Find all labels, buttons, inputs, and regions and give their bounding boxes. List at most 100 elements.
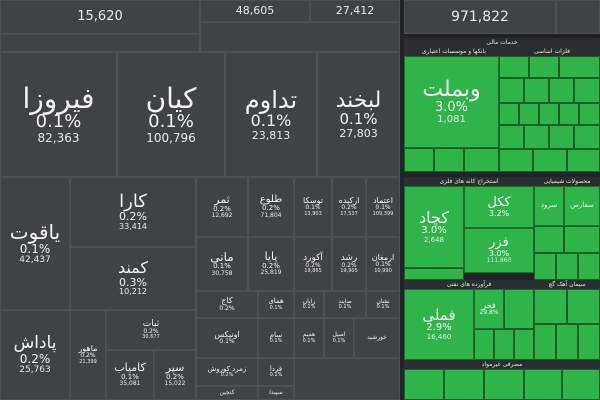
tile-name: تداوم (244, 85, 298, 114)
tile-tadavom[interactable]: تداوم 0.1% 23,813 (225, 52, 317, 177)
tile-kamand[interactable]: کمند 0.3% 10,212 (70, 247, 196, 310)
tile-percent: 0.1% (338, 304, 352, 311)
tile-percent: 0.1% (269, 304, 283, 311)
tile-percent: 0.2% (19, 351, 51, 366)
tile-asil[interactable]: اصیل 0.1% (324, 318, 354, 358)
tile-percent: 0.1% (376, 304, 390, 311)
tile-percent: 0.1% (250, 110, 292, 130)
tile-fakhar[interactable]: فخر 29.8% (474, 289, 504, 329)
tile-kara[interactable]: کارا 0.2% 33,414 (70, 177, 196, 247)
tile-vabemellat[interactable]: وبملت 3.0% 1,081 (404, 56, 499, 148)
tile-hamay[interactable]: همای 0.1% (258, 291, 294, 318)
green-cell (504, 289, 534, 329)
tile-firouza[interactable]: فیروزا 0.1% 82,363 (0, 52, 117, 177)
green-cell (574, 78, 600, 103)
green-cell (464, 148, 499, 172)
tile-volume: 10,212 (119, 287, 147, 297)
tile-arman[interactable]: ارمغان 0.1% 10,990 (366, 237, 400, 291)
tile-khorshid[interactable]: خورشید (354, 318, 400, 358)
tile-farda[interactable]: فردا 0.1% (258, 358, 294, 386)
tile-name: وبملت (422, 77, 481, 103)
tile-volume: 33,414 (119, 222, 147, 232)
tile-kegad[interactable]: کچاد 3.0% 2,648 (404, 186, 464, 268)
tile-volume: 27,803 (339, 127, 378, 141)
tile-fazar[interactable]: فزر 3.0% 111,860 (464, 228, 534, 273)
tile-kaj[interactable]: کاج 0.2% (196, 291, 258, 318)
tile-tolou[interactable]: طلوع 0.2% 71,804 (248, 177, 294, 237)
tile-sam[interactable]: سام 0.1% (258, 318, 294, 358)
tile-arkide[interactable]: ارکیده 0.2% 17,537 (332, 177, 366, 237)
tile-percent: 3.2% (488, 208, 510, 218)
tile-sorood[interactable]: سرود (534, 186, 564, 226)
tile-green-top-right[interactable] (556, 0, 600, 34)
tile-kian[interactable]: کیان 0.1% 100,796 (117, 52, 225, 177)
tile-name: فردا (269, 364, 283, 373)
green-cell (534, 289, 567, 324)
tile-akord[interactable]: آکورد 0.2% 19,865 (294, 237, 332, 291)
tile-volume: 19,905 (340, 268, 358, 275)
green-cell (533, 149, 567, 172)
tile-paya[interactable]: پایا 0.2% 25,819 (248, 237, 294, 291)
tile-name: اونیکس (214, 329, 240, 339)
tile-onix[interactable]: اونیکس 0.1% (196, 318, 258, 358)
tile-sepidam[interactable]: سپیدا (258, 386, 294, 400)
tile-padash[interactable]: پاداش 0.2% 25,763 (0, 310, 70, 400)
tile-volume: 111,860 (486, 257, 512, 265)
green-cell (539, 103, 559, 125)
green-cell (556, 324, 578, 360)
green-cell (559, 56, 600, 78)
tile-top-c[interactable]: 27,412 (310, 0, 400, 22)
tile-percent: 3.0% (421, 225, 447, 237)
tile-percent: 0.2% (143, 327, 159, 335)
tile-sabat[interactable]: ثبات 0.2% 30,677 (106, 310, 196, 350)
tile-kamyab[interactable]: کامیاب 0.1% 35,081 (106, 350, 154, 400)
tile-volume: 971,822 (451, 8, 509, 25)
green-cell (534, 253, 556, 280)
tile-name: سپیدا (269, 388, 283, 396)
tile-volume: 48,605 (235, 4, 275, 18)
tile-sepehr[interactable]: سپر 0.2% 15,022 (154, 350, 196, 400)
tile-percent: 0.1% (19, 241, 51, 256)
tile-roshd[interactable]: رشد 0.2% 19,905 (332, 237, 366, 291)
green-cell (578, 324, 600, 360)
tile-top-a[interactable]: 15,620 (0, 0, 200, 34)
tile-hamim[interactable]: همیم 0.1% (294, 318, 324, 358)
tile-top-b[interactable]: 48,605 (200, 0, 310, 22)
tile-sefars[interactable]: سفارس (564, 186, 600, 226)
section-divider (400, 0, 404, 400)
tile-labkhand[interactable]: لبخند 0.1% 27,803 (317, 52, 400, 177)
tile-volume: 25,763 (19, 364, 51, 375)
tile-yaghoot[interactable]: یاقوت 0.1% 42,437 (0, 177, 70, 310)
tile-sedaf[interactable]: صایند 0.1% (324, 291, 366, 318)
tile-volume: 27,412 (335, 4, 375, 18)
tile-name: همای (268, 297, 284, 306)
tile-volume: 30,677 (142, 334, 160, 341)
green-cell (404, 369, 444, 400)
tile-kenz[interactable]: کنجین (196, 386, 258, 400)
sector-header-chem: محصولات شیمیایی (534, 177, 600, 186)
tile-zomorod[interactable]: زمرد کوروش 0.2% (196, 358, 258, 386)
tile-name: نشان (376, 297, 390, 305)
green-cell (562, 369, 600, 400)
green-cell (404, 268, 464, 280)
green-cell (484, 369, 524, 400)
tile-maahoor[interactable]: ماهور 0.2% 21,399 (70, 310, 106, 400)
tile-touska[interactable]: توسکا 0.1% 13,903 (294, 177, 332, 237)
green-cell (534, 324, 556, 360)
green-cell (444, 369, 484, 400)
tile-percent: 0.2% (166, 372, 184, 381)
tile-nashan[interactable]: نشان 0.1% (366, 291, 400, 318)
tile-fameli[interactable]: فملی 2.9% 16,460 (404, 289, 474, 360)
tile-mani[interactable]: مانی 0.1% 30,758 (196, 237, 248, 291)
tile-rayan[interactable]: رایان 0.1% (294, 291, 324, 318)
tile-green-top[interactable]: 971,822 (404, 0, 556, 34)
green-cell (514, 329, 534, 360)
tile-etemad[interactable]: اعتماد 0.1% 109,399 (366, 177, 400, 237)
tile-percent: 2.9% (426, 322, 452, 334)
tile-name: ارمغان (371, 253, 395, 263)
tile-name: ارکیده (338, 196, 360, 206)
tile-percent: 0.1% (302, 304, 316, 311)
sector-header-mining: استخراج کانه های فلزی (404, 177, 534, 186)
tile-kegel[interactable]: ککل 3.2% (464, 186, 534, 228)
tile-samar[interactable]: ثمر 0.2% 12,692 (196, 177, 248, 237)
